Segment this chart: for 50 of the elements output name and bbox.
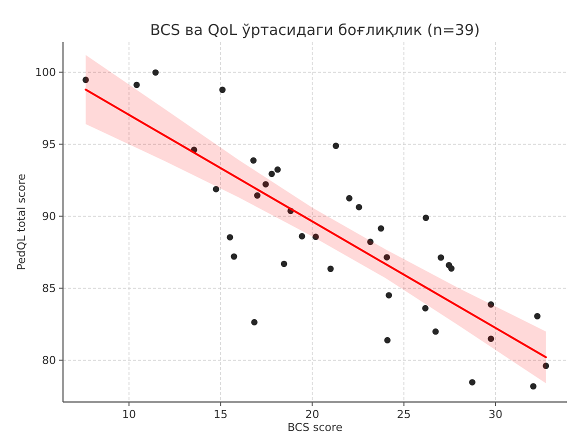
point xyxy=(386,292,392,298)
point xyxy=(432,328,439,335)
point xyxy=(488,336,494,342)
x-tick-label: 15 xyxy=(214,408,228,421)
x-tick-label: 10 xyxy=(122,408,136,421)
point xyxy=(280,260,288,268)
y-tick-label: 95 xyxy=(42,138,56,152)
x-axis-title: BCS score xyxy=(287,421,343,434)
line-series xyxy=(84,88,547,358)
point xyxy=(226,234,234,240)
point xyxy=(356,204,362,210)
point xyxy=(230,253,238,260)
point xyxy=(346,195,352,202)
point xyxy=(534,312,541,320)
point xyxy=(438,254,444,261)
point xyxy=(488,301,494,308)
y-tick-label: 90 xyxy=(42,210,56,224)
point xyxy=(422,214,430,222)
point xyxy=(367,238,374,246)
point xyxy=(298,233,306,240)
point xyxy=(448,265,455,272)
point xyxy=(82,76,89,84)
point xyxy=(133,82,140,88)
point xyxy=(542,362,550,370)
point xyxy=(212,186,220,192)
y-axis-title: PedQL total score xyxy=(15,174,28,270)
y-tick-label: 80 xyxy=(42,354,56,368)
point xyxy=(219,86,226,94)
point xyxy=(384,337,391,344)
y-tick-label: 100 xyxy=(35,66,56,80)
x-tick-label: 25 xyxy=(396,408,411,421)
y-tick-label: 85 xyxy=(42,282,56,296)
point xyxy=(332,142,340,150)
x-tick-label: 20 xyxy=(305,408,320,421)
point xyxy=(530,383,536,390)
point xyxy=(422,305,429,312)
chart-title: BCS ва QoL ўртасидаги боғлиқлик (n=39) xyxy=(150,21,480,39)
point xyxy=(268,170,275,178)
point xyxy=(327,266,334,272)
point xyxy=(152,69,159,76)
point xyxy=(378,225,384,232)
point xyxy=(251,319,258,326)
point xyxy=(274,166,281,173)
point xyxy=(262,181,269,188)
point xyxy=(384,254,390,260)
point xyxy=(254,192,260,199)
point xyxy=(250,157,257,164)
x-tick-label: 30 xyxy=(488,408,503,421)
point xyxy=(469,379,476,386)
point xyxy=(312,234,319,240)
